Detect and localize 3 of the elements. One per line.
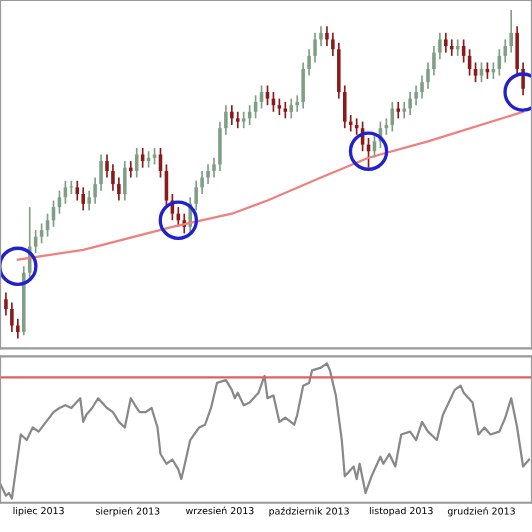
point bbox=[0, 246, 38, 286]
point bbox=[158, 200, 199, 240]
point bbox=[348, 131, 389, 171]
